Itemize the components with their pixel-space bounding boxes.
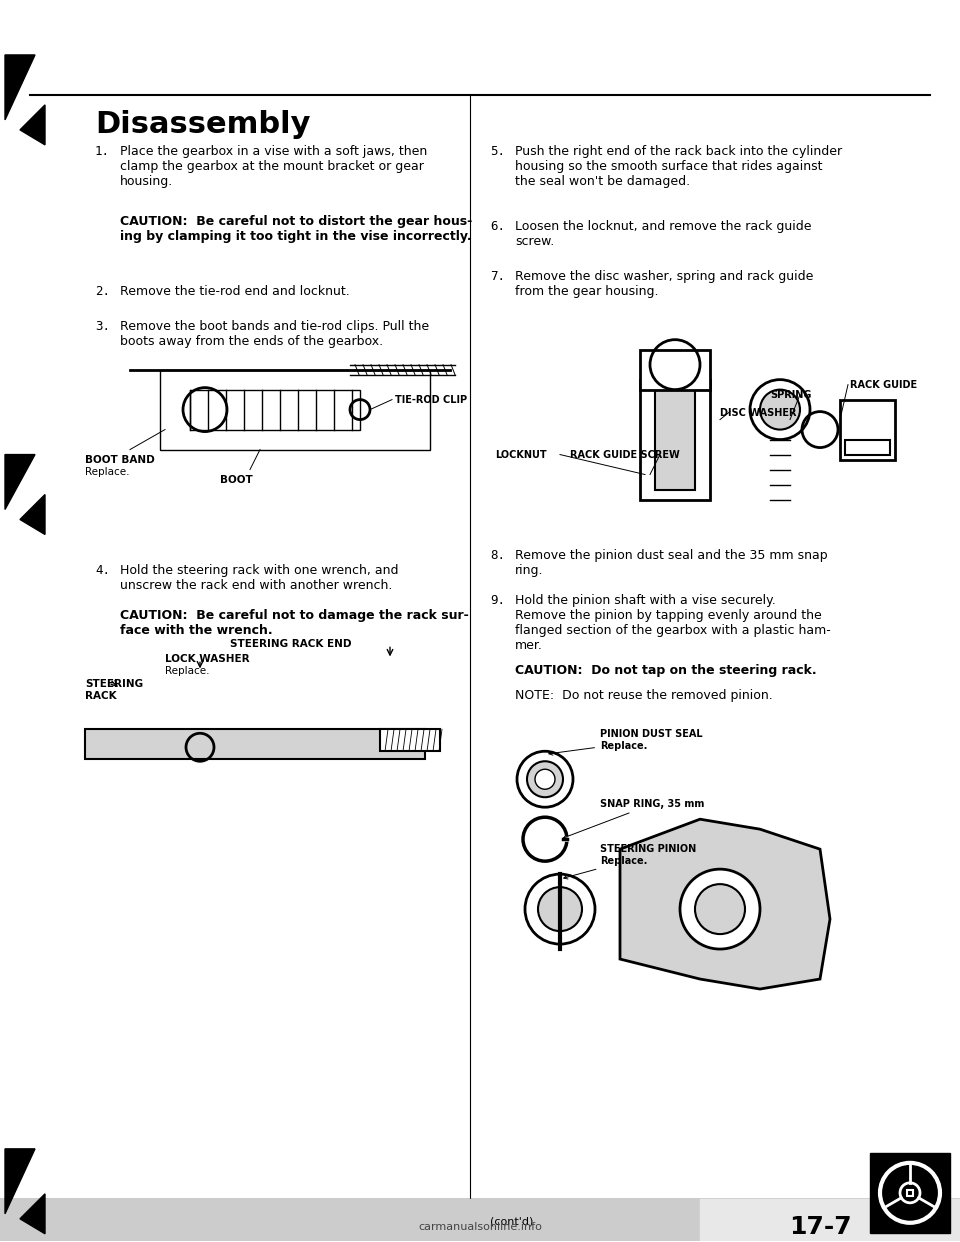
Bar [870,1153,950,1233]
Text: CAUTION:  Be careful not to distort the gear hous-
ing by clamping it too tight : CAUTION: Be careful not to distort the g… [120,215,472,242]
Bar [655,390,695,489]
Bar [0,1199,960,1241]
Bar [907,1190,913,1196]
Text: Place the gearbox in a vise with a soft jaws, then
clamp the gearbox at the moun: Place the gearbox in a vise with a soft … [120,145,427,188]
Text: STEERING PINION
Replace.: STEERING PINION Replace. [564,845,696,879]
Bar [700,1199,960,1241]
Text: 2.: 2. [95,284,110,298]
Text: TIE-ROD CLIP: TIE-ROD CLIP [395,395,468,405]
Bar [906,1189,914,1197]
Text: Remove the boot bands and tie-rod clips. Pull the
boots away from the ends of th: Remove the boot bands and tie-rod clips.… [120,319,429,348]
Circle shape [760,390,800,430]
Text: LOCKNUT: LOCKNUT [495,450,546,460]
Circle shape [680,869,760,949]
Bar [845,440,890,455]
Text: Hold the pinion shaft with a vise securely.
Remove the pinion by tapping evenly : Hold the pinion shaft with a vise secure… [515,595,830,652]
Text: Loosen the locknut, and remove the rack guide
screw.: Loosen the locknut, and remove the rack … [515,220,811,248]
Bar [85,729,425,759]
Text: STEERING RACK END: STEERING RACK END [230,640,351,650]
Bar [640,380,710,499]
Polygon shape [5,1149,35,1213]
Polygon shape [5,455,35,509]
Text: DISC WASHER: DISC WASHER [720,407,797,417]
Polygon shape [620,820,830,989]
Text: Remove the pinion dust seal and the 35 mm snap
ring.: Remove the pinion dust seal and the 35 m… [515,549,828,578]
Bar [640,350,710,390]
Text: 8.: 8. [490,549,505,563]
Circle shape [538,887,582,932]
Bar [190,390,360,430]
Text: SNAP RING, 35 mm: SNAP RING, 35 mm [564,799,705,838]
Polygon shape [20,494,45,534]
Bar [160,370,430,450]
Text: 1.: 1. [95,145,110,158]
Circle shape [525,874,595,944]
Text: (cont'd): (cont'd) [490,1217,534,1227]
Text: Remove the tie-rod end and locknut.: Remove the tie-rod end and locknut. [120,284,349,298]
Text: LOCK WASHER: LOCK WASHER [165,655,250,664]
Polygon shape [20,104,45,145]
Text: BOOT BAND: BOOT BAND [85,455,155,465]
Text: Push the right end of the rack back into the cylinder
housing so the smooth surf: Push the right end of the rack back into… [515,145,842,188]
Text: 17-7: 17-7 [789,1215,852,1238]
Text: RACK GUIDE: RACK GUIDE [850,380,917,390]
Polygon shape [20,1194,45,1233]
Text: 4.: 4. [95,564,110,578]
Circle shape [695,884,745,934]
Circle shape [535,769,555,789]
Text: 9.: 9. [490,595,505,607]
Text: RACK GUIDE SCREW: RACK GUIDE SCREW [570,450,680,460]
Text: 3.: 3. [95,319,110,333]
Bar [840,400,895,460]
Text: NOTE:  Do not reuse the removed pinion.: NOTE: Do not reuse the removed pinion. [515,689,773,702]
Text: Disassembly: Disassembly [95,109,310,139]
Polygon shape [5,55,35,120]
Text: carmanualsonline.info: carmanualsonline.info [418,1222,542,1232]
Text: 5.: 5. [490,145,505,158]
Text: STEERING
RACK: STEERING RACK [85,679,143,700]
Text: BOOT: BOOT [220,474,252,484]
Text: PINION DUST SEAL
Replace.: PINION DUST SEAL Replace. [549,729,703,755]
Text: Replace.: Replace. [85,467,130,477]
Circle shape [527,761,563,797]
Bar [380,729,440,751]
Text: Hold the steering rack with one wrench, and
unscrew the rack end with another wr: Hold the steering rack with one wrench, … [120,564,398,592]
Text: Replace.: Replace. [165,667,209,677]
Text: SPRING: SPRING [770,390,811,400]
Text: 6.: 6. [490,220,505,232]
Text: 7.: 7. [490,270,505,283]
Text: Remove the disc washer, spring and rack guide
from the gear housing.: Remove the disc washer, spring and rack … [515,270,813,298]
Text: CAUTION:  Be careful not to damage the rack sur-
face with the wrench.: CAUTION: Be careful not to damage the ra… [120,610,468,637]
Text: CAUTION:  Do not tap on the steering rack.: CAUTION: Do not tap on the steering rack… [515,664,817,677]
